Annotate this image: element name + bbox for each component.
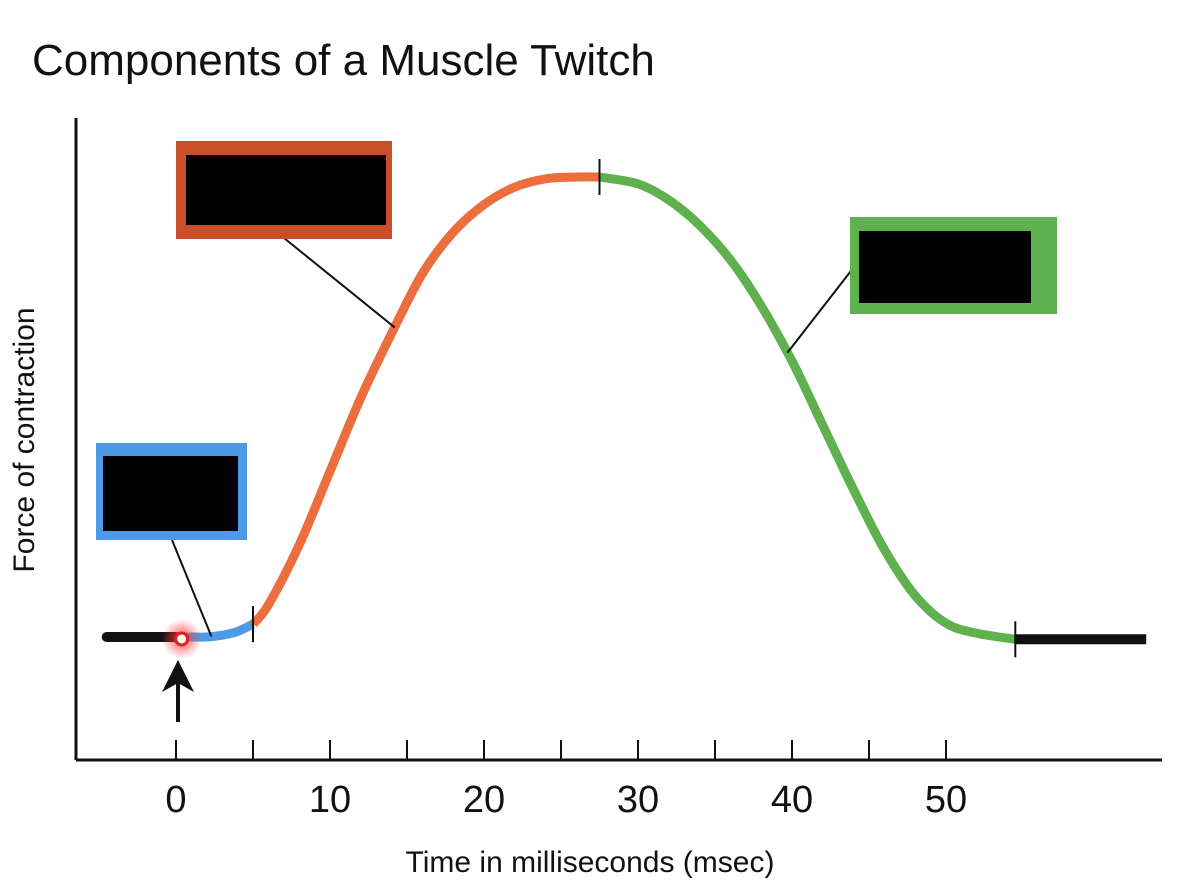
axes — [74, 118, 1162, 762]
x-tick-label: 50 — [925, 779, 967, 821]
latent-period-label-redaction — [103, 456, 238, 531]
x-tick-label: 20 — [463, 779, 505, 821]
x-tick-label: 40 — [771, 779, 813, 821]
latent-period-label-leader — [171, 539, 213, 637]
stimulus-arrow-head-icon — [162, 660, 194, 692]
chart-title: Components of a Muscle Twitch — [32, 36, 655, 85]
contraction-period-label-leader — [283, 237, 396, 329]
x-axis-label: Time in milliseconds (msec) — [406, 846, 775, 879]
relaxation-period-label-redaction — [859, 231, 1031, 303]
contraction-period-label-redaction — [186, 155, 386, 225]
y-axis-label: Force of contraction — [8, 307, 41, 572]
x-tick-label: 30 — [617, 779, 659, 821]
stimulus-marker — [161, 619, 202, 722]
x-tick-label: 10 — [309, 779, 351, 821]
series-contraction-period — [249, 172, 600, 628]
x-ticks: 0 10 20 30 40 50 — [165, 740, 967, 821]
x-tick-label: 0 — [165, 779, 186, 821]
callouts — [96, 141, 1057, 637]
stimulus-dot — [174, 631, 190, 647]
series-relaxation-period — [598, 172, 1016, 644]
relaxation-period-label-leader — [786, 266, 855, 354]
